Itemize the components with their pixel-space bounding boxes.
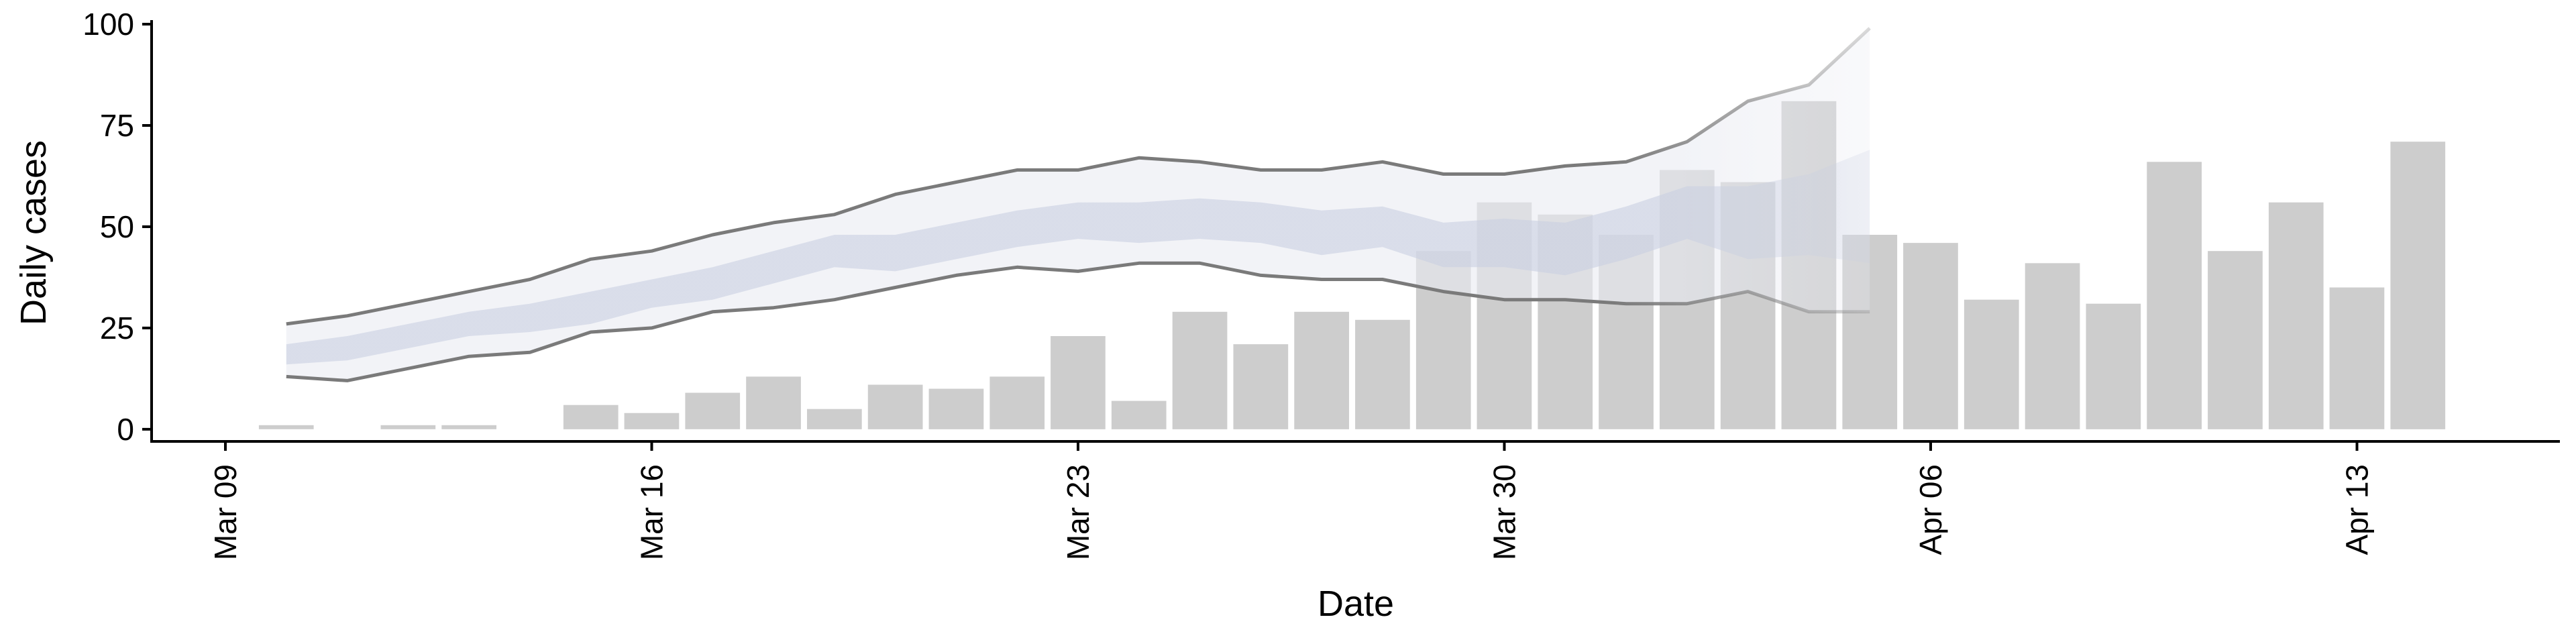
bar bbox=[1111, 400, 1167, 429]
bar bbox=[685, 392, 741, 429]
bar bbox=[2086, 303, 2141, 429]
bar bbox=[807, 409, 862, 429]
bar bbox=[2147, 162, 2202, 429]
bar bbox=[1233, 344, 1289, 429]
y-tick-label: 75 bbox=[100, 108, 134, 143]
y-tick-label: 25 bbox=[100, 311, 134, 345]
bar bbox=[746, 376, 801, 429]
x-tick-label: Mar 09 bbox=[208, 464, 243, 560]
bar bbox=[380, 425, 436, 429]
y-tick-label: 100 bbox=[83, 7, 134, 42]
x-axis-title: Date bbox=[1318, 584, 1394, 624]
bar bbox=[624, 413, 680, 429]
y-tick-label: 0 bbox=[117, 412, 134, 447]
x-tick-label: Mar 30 bbox=[1487, 464, 1522, 560]
upper-bound-line bbox=[286, 27, 1871, 326]
x-tick-label: Mar 23 bbox=[1061, 464, 1095, 560]
bar bbox=[1964, 299, 2019, 429]
y-axis-title: Daily cases bbox=[13, 140, 54, 325]
bar bbox=[2390, 142, 2446, 429]
forecast-bands-layer bbox=[286, 27, 1871, 382]
bar bbox=[867, 384, 923, 429]
bar bbox=[2268, 202, 2324, 429]
inner-interval-band bbox=[286, 150, 1870, 365]
x-tick-label: Apr 13 bbox=[2340, 464, 2375, 555]
bar bbox=[2025, 263, 2080, 429]
bar bbox=[563, 405, 619, 429]
bar bbox=[1903, 243, 1958, 429]
axes-layer: 0 25 50 75 100 Mar 09 Mar 16 Mar 23 Mar 30 Apr 06… bbox=[83, 7, 2560, 560]
x-tick-label: Apr 06 bbox=[1913, 464, 1948, 555]
bar bbox=[2329, 287, 2385, 429]
lower-bound-line bbox=[286, 261, 1870, 382]
bar bbox=[1172, 311, 1228, 429]
bar bbox=[1294, 311, 1349, 429]
bar bbox=[989, 376, 1045, 429]
bar bbox=[258, 425, 314, 429]
bar bbox=[2208, 251, 2263, 429]
y-tick-label: 50 bbox=[100, 209, 134, 244]
bar bbox=[441, 425, 496, 429]
bar bbox=[928, 388, 984, 429]
bar bbox=[1051, 336, 1106, 429]
bar bbox=[1355, 319, 1410, 429]
x-tick-label: Mar 16 bbox=[635, 464, 669, 560]
